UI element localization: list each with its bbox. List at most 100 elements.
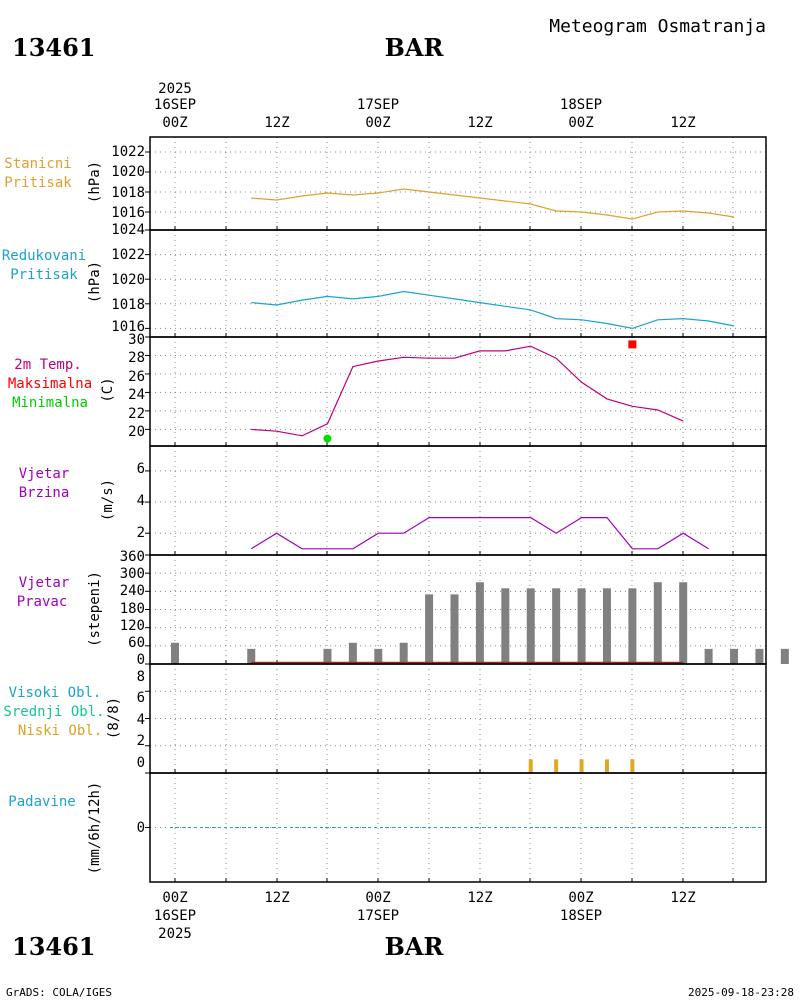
ytick-t-24: 24 [128,387,145,403]
date-label-top-1: 17SEP [357,97,399,113]
wind-direction-bar [577,588,586,664]
cloud-bar-niski [604,759,609,773]
ytick-c-2: 2 [137,733,145,749]
wind-direction-bar [679,582,688,664]
ytick-d-360: 360 [120,549,145,565]
station-name-top: BAR [385,33,445,62]
time-tick-bottom-4: 00Z [568,890,593,906]
panel-labels: Stanicni Pritisak Redukovani Pritisak 2m… [2,156,105,810]
label-minimalna: Minimalna [12,395,88,411]
plot-area [145,136,789,883]
label-redukovani: Redukovani [2,248,86,264]
wind-direction-bar [704,648,713,664]
time-tick-bottom-2: 00Z [365,890,390,906]
ytick-c-6: 6 [137,690,145,706]
ytick-t-20: 20 [128,424,145,440]
wind-direction-bar [399,642,408,664]
ytick-d-0: 0 [137,652,145,668]
unit-octas: (8/8) [106,697,122,739]
temperature-line-segment-0 [251,345,684,437]
station-id-bottom: 13461 [12,932,96,961]
label-maksimalna: Maksimalna [8,376,92,392]
unit-hpa-2: (hPa) [87,261,103,303]
label-stanicni: Stanicni [4,156,71,172]
ytick-t-26: 26 [128,369,145,385]
ytick-p1-1016: 1016 [111,205,145,221]
ytick-p2-1016: 1016 [111,319,145,335]
wind-direction-bar [602,588,611,664]
ytick-d-180: 180 [120,601,145,617]
footer-timestamp: 2025-09-18-23:28 [688,986,794,999]
ytick-d-120: 120 [120,618,145,634]
ytick-w-2: 2 [137,525,145,541]
station-pressure-line-segment-0 [251,188,735,220]
ytick-p1-1020: 1020 [111,164,145,180]
wind-direction-bar [323,648,332,664]
reduced-pressure-line-segment-0 [251,290,735,330]
ytick-p1-1018: 1018 [111,185,145,201]
station-id-top: 13461 [12,33,96,62]
ytick-t-22: 22 [128,406,145,422]
ytick-c-4: 4 [137,712,145,728]
ytick-precip-0: 0 [137,820,145,836]
ytick-p2-1020: 1020 [111,272,145,288]
time-tick-bottom-3: 12Z [467,890,492,906]
ytick-w-6: 6 [137,461,145,477]
ytick-d-300: 300 [120,566,145,582]
date-label-top-2: 18SEP [560,97,602,113]
panel-frame-6 [149,772,767,883]
unit-celsius: (C) [100,377,116,402]
ytick-t-28: 28 [128,350,145,366]
label-visoki-obl: Visoki Obl. [9,685,102,701]
unit-precip: (mm/6h/12h) [87,782,103,875]
cloud-bar-niski [528,759,533,773]
wind-direction-bar [374,648,383,664]
label-vjetar-2: Vjetar [19,575,70,591]
label-2m-temp: 2m Temp. [14,357,81,373]
unit-labels: (hPa) (hPa) (C) (m/s) (stepeni) (8/8) (m… [87,161,122,874]
time-tick-bottom-5: 12Z [670,890,695,906]
time-tick-top-0: 00Z [162,115,187,131]
wind-direction-bar [628,588,637,664]
date-label-top-0: 16SEP [154,97,196,113]
label-pritisak-2: Pritisak [10,267,78,283]
label-vjetar-1: Vjetar [19,466,70,482]
date-label-bottom-0: 16SEP [154,908,196,924]
time-tick-top-3: 12Z [467,115,492,131]
ytick-c-0: 0 [137,755,145,771]
label-srednji-obl: Srednji Obl. [3,704,104,720]
wind-direction-bar [475,582,484,664]
wind-direction-bar [780,648,789,664]
wind-direction-bar [552,588,561,664]
label-pritisak-1: Pritisak [4,175,72,191]
ytick-d-60: 60 [128,635,145,651]
wind-direction-bar [653,582,662,664]
time-tick-top-2: 00Z [365,115,390,131]
wind-direction-bar [526,588,535,664]
unit-degrees: (stepeni) [87,571,103,647]
unit-hpa-1: (hPa) [87,161,103,203]
wind-direction-bar [247,648,256,664]
wind-direction-bar [755,648,764,664]
footer-credit: GrADS: COLA/IGES [6,986,112,999]
year-bottom: 2025 [158,926,192,942]
ytick-p1-1022: 1022 [111,144,145,160]
y-tick-labels: 1022 1020 1018 1016 1024 1022 1020 1018 … [111,144,145,836]
panel-frame-5 [149,663,767,774]
wind-direction-bar [450,594,459,664]
wind-direction-bar [501,588,510,664]
station-name-bottom: BAR [385,932,445,961]
ytick-p2-1024: 1024 [111,222,145,238]
time-tick-top-4: 00Z [568,115,593,131]
ytick-p2-1022: 1022 [111,247,145,263]
ytick-c-8: 8 [137,669,145,685]
label-pravac: Pravac [17,594,68,610]
ytick-d-240: 240 [120,583,145,599]
cloud-bar-niski [554,759,559,773]
ytick-t-30: 30 [128,332,145,348]
label-brzina: Brzina [19,485,70,501]
time-tick-bottom-0: 00Z [162,890,187,906]
year-top: 2025 [158,81,192,97]
date-label-bottom-2: 18SEP [560,908,602,924]
